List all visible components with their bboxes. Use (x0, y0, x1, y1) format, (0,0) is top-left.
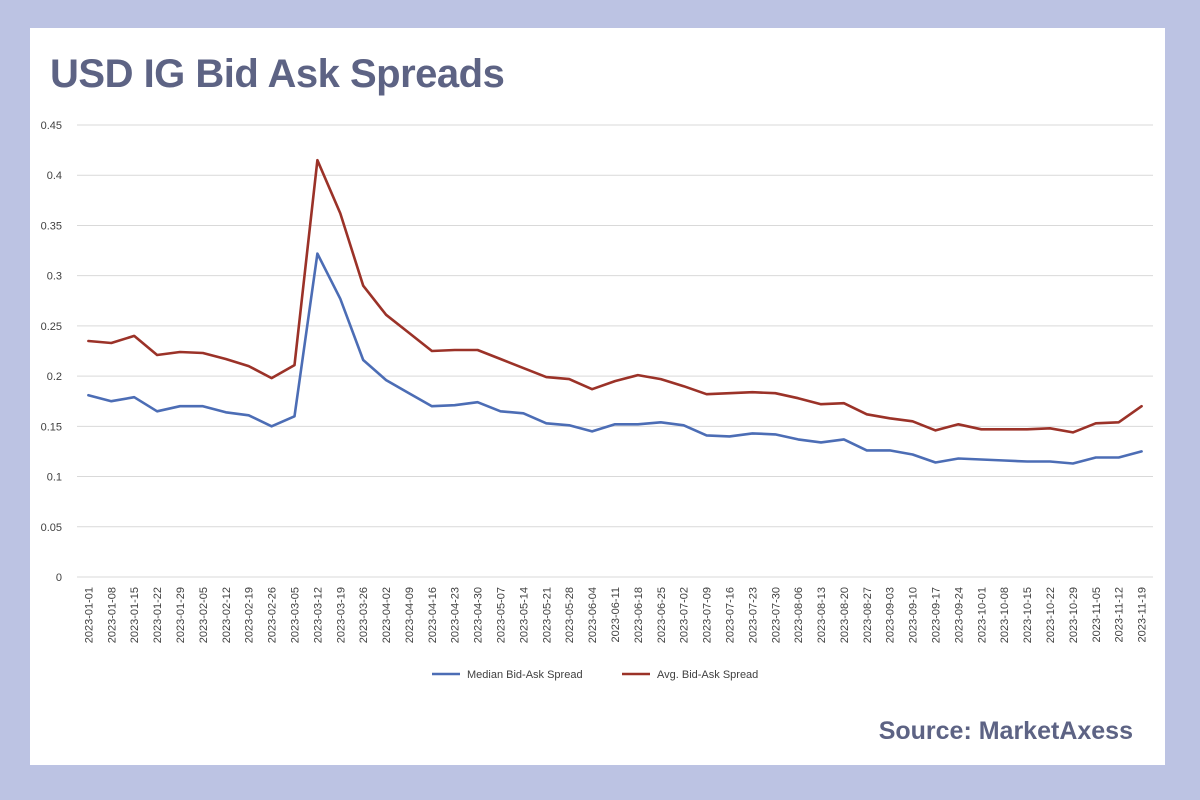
x-tick-label: 2023-09-03 (885, 587, 897, 643)
x-tick-label: 2023-06-11 (610, 587, 622, 642)
x-tick-label: 2023-06-04 (587, 587, 599, 643)
legend: Median Bid-Ask Spread Avg. Bid-Ask Spread (432, 669, 758, 681)
y-tick-label: 0.1 (47, 472, 62, 484)
x-tick-label: 2023-11-12 (1114, 587, 1126, 642)
x-tick-label: 2023-07-30 (770, 587, 782, 643)
x-tick-label: 2023-01-08 (106, 587, 118, 643)
x-tick-label: 2023-10-01 (976, 587, 988, 643)
x-tick-label: 2023-06-25 (656, 587, 668, 643)
x-tick-label: 2023-04-23 (450, 587, 462, 643)
x-tick-label: 2023-02-12 (221, 587, 233, 643)
x-tick-label: 2023-04-16 (427, 587, 439, 643)
x-tick-label: 2023-07-16 (724, 587, 736, 643)
x-tick-label: 2023-10-08 (999, 587, 1011, 643)
y-tick-label: 0.25 (41, 321, 62, 333)
x-tick-label: 2023-08-27 (862, 587, 874, 643)
source-note: Source: MarketAxess (878, 717, 1133, 745)
y-tick-label: 0.05 (41, 522, 62, 534)
x-tick-label: 2023-06-18 (633, 587, 645, 643)
x-tick-label: 2023-04-02 (381, 587, 393, 643)
x-tick-label: 2023-02-26 (267, 587, 279, 643)
x-tick-label: 2023-01-15 (129, 587, 141, 643)
x-tick-label: 2023-01-29 (175, 587, 187, 643)
x-tick-label: 2023-08-13 (816, 587, 828, 643)
y-tick-label: 0.15 (41, 421, 62, 433)
median-bid-ask-spread-line (87, 252, 1143, 465)
y-tick-label: 0.4 (47, 170, 62, 182)
legend-label: Median Bid-Ask Spread (467, 669, 583, 681)
x-tick-label: 2023-05-07 (496, 587, 508, 643)
x-tick-label: 2023-07-02 (679, 587, 691, 643)
x-tick-label: 2023-10-29 (1068, 587, 1080, 643)
x-tick-label: 2023-05-21 (541, 587, 553, 643)
x-tick-label: 2023-08-20 (839, 587, 851, 643)
x-tick-label: 2023-09-17 (931, 587, 943, 643)
y-tick-label: 0.45 (41, 120, 62, 132)
avg-bid-ask-spread-line (87, 158, 1143, 434)
x-tick-label: 2023-07-09 (702, 587, 714, 643)
y-tick-label: 0 (56, 572, 62, 584)
x-tick-label: 2023-01-22 (152, 587, 164, 643)
y-tick-label: 0.35 (41, 220, 62, 232)
legend-label: Avg. Bid-Ask Spread (657, 669, 758, 681)
x-tick-label: 2023-03-26 (358, 587, 370, 643)
x-tick-label: 2023-03-12 (312, 587, 324, 643)
x-axis: 2023-01-01 2023-01-08 2023-01-15 2023-01-22… (83, 587, 1148, 643)
x-tick-label: 2023-03-05 (289, 587, 301, 643)
x-tick-label: 2023-10-22 (1045, 587, 1057, 643)
x-tick-label: 2023-05-14 (518, 587, 530, 643)
x-tick-label: 2023-04-30 (473, 587, 485, 643)
x-tick-label: 2023-02-19 (244, 587, 256, 643)
chart-card (30, 28, 1165, 765)
x-tick-label: 2023-01-01 (83, 587, 95, 643)
x-tick-label: 2023-07-23 (747, 587, 759, 643)
x-tick-label: 2023-09-24 (953, 587, 965, 643)
y-axis: 0 0.05 0.1 0.15 0.2 0.25 0.3 0.35 0.4 0.45 (41, 120, 62, 584)
x-tick-label: 2023-04-09 (404, 587, 416, 643)
series-lines (87, 158, 1143, 465)
x-tick-label: 2023-10-15 (1022, 587, 1034, 643)
gridlines (77, 124, 1153, 578)
x-tick-label: 2023-08-06 (793, 587, 805, 643)
y-tick-label: 0.3 (47, 271, 62, 283)
x-tick-label: 2023-09-10 (908, 587, 920, 643)
x-tick-label: 2023-11-05 (1091, 587, 1103, 642)
x-tick-label: 2023-03-19 (335, 587, 347, 643)
x-tick-label: 2023-05-28 (564, 587, 576, 643)
chart-title: USD IG Bid Ask Spreads (50, 52, 505, 96)
x-tick-label: 2023-11-19 (1137, 587, 1149, 642)
x-tick-label: 2023-02-05 (198, 587, 210, 643)
y-tick-label: 0.2 (47, 371, 62, 383)
